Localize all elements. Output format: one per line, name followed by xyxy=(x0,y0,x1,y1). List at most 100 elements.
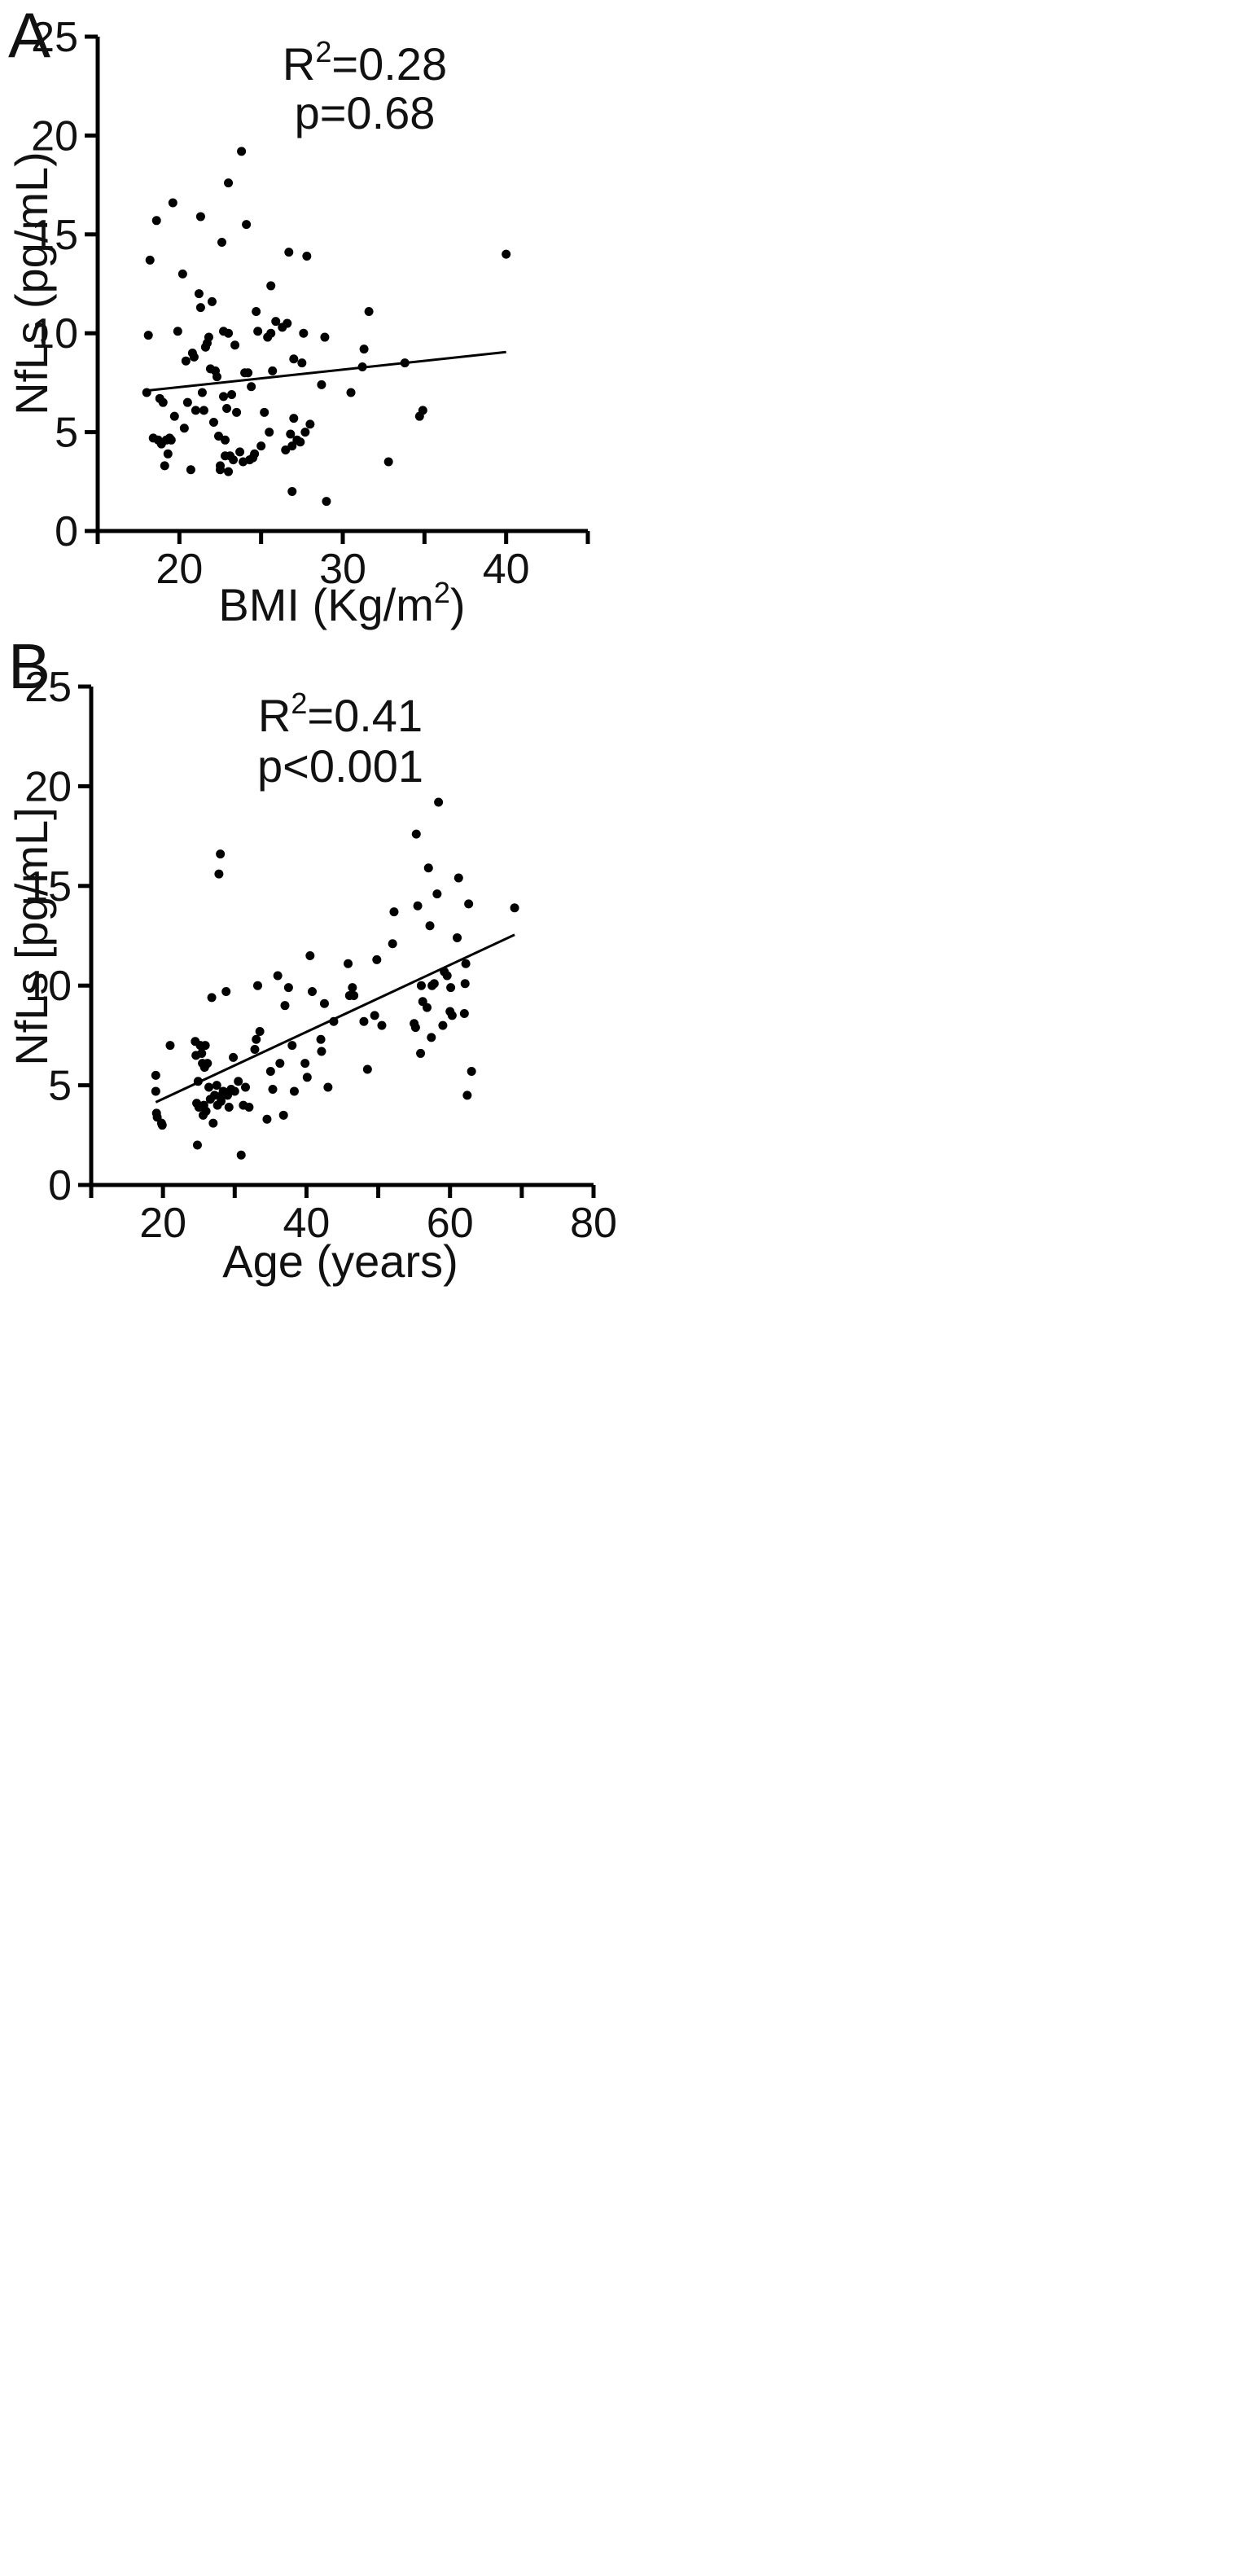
panel-a-y-tick-label-2: 10 xyxy=(31,310,78,358)
panel-b-data-point-76 xyxy=(372,954,382,964)
panel-a-data-point-8 xyxy=(158,397,168,407)
panel-b-data-point-82 xyxy=(411,829,421,839)
panel-b-data-point-42 xyxy=(236,1150,246,1160)
panel-b-data-point-103 xyxy=(459,1008,469,1018)
panel-b-data-point-88 xyxy=(423,863,433,873)
panel-a-r-label: R xyxy=(283,38,315,90)
panel-b-y-tick-label-5: 25 xyxy=(24,664,72,711)
panel-a-y-tick-label-0: 0 xyxy=(55,508,78,555)
panel-a-data-point-90 xyxy=(305,419,315,429)
panel-a-y-tick-label-3: 15 xyxy=(31,212,78,259)
panel-b-r-sup: 2 xyxy=(291,687,307,720)
panel-b-axes xyxy=(89,687,594,1187)
panel-b-data-point-58 xyxy=(287,1041,297,1051)
panel-a-data-point-70 xyxy=(265,428,274,437)
panel-b-data-point-55 xyxy=(278,1110,288,1120)
panel-a-x-axis-title-close: ) xyxy=(450,579,466,630)
panel-b-data-point-62 xyxy=(305,950,315,960)
panel-b-data-point-64 xyxy=(316,1034,326,1044)
panel-b-data-point-54 xyxy=(275,1059,285,1069)
panel-b-data-point-30 xyxy=(216,849,226,859)
panel-b-data-point-25 xyxy=(208,1118,218,1128)
panel-b-y-tick-label-1: 5 xyxy=(48,1063,72,1110)
panel-b-data-point-56 xyxy=(280,1001,290,1011)
panel-b-data-point-29 xyxy=(214,869,224,879)
panel-a-data-point-78 xyxy=(284,248,294,257)
panel-b-ticks: 0 5 10 15 20 25 20 40 60 80 xyxy=(24,664,617,1247)
panel-b-data-point-52 xyxy=(268,1084,278,1094)
panel-a-x-tick-label-1: 30 xyxy=(319,546,366,593)
panel-b-data-point-97 xyxy=(442,971,452,981)
panel-a-x-axis-title-main: BMI (Kg/m xyxy=(218,579,433,630)
panel-a-points xyxy=(142,147,511,507)
panel-b-data-point-92 xyxy=(429,979,439,989)
panel-b-x-tick-label-0: 20 xyxy=(139,1200,186,1247)
panel-b-y-tick-label-0: 0 xyxy=(48,1162,72,1209)
panel-a-data-point-20 xyxy=(182,397,192,407)
panel-b-data-point-94 xyxy=(434,797,444,807)
panel-a-data-point-1 xyxy=(143,331,153,340)
panel-a-r-squared: R2=0.28 xyxy=(283,35,447,90)
panel-a-data-point-86 xyxy=(297,358,307,368)
panel-b-data-point-48 xyxy=(252,981,262,990)
panel-a-x-axis-title-sup: 2 xyxy=(434,576,450,609)
panel-b-data-point-71 xyxy=(348,983,357,993)
panel-b-data-point-22 xyxy=(204,1082,214,1092)
panel-a-x-tick-label-0: 20 xyxy=(156,546,203,593)
panel-b-data-point-108 xyxy=(467,1066,476,1076)
panel-a-data-point-56 xyxy=(237,147,247,156)
panel-b-data-point-1 xyxy=(151,1086,160,1096)
panel-b-data-point-14 xyxy=(197,1048,207,1058)
panel-b-data-point-104 xyxy=(460,979,470,989)
panel-a-data-point-94 xyxy=(346,388,356,397)
panel-a-p-value: p=0.68 xyxy=(295,87,436,138)
panel-b-data-point-37 xyxy=(224,1103,234,1112)
panel-b-data-point-41 xyxy=(234,1077,243,1086)
panel-a-data-point-29 xyxy=(199,406,208,415)
panel-b-y-tick-label-2: 10 xyxy=(24,963,72,1010)
panel-a-y-axis-title: NfLs (pg/mL) xyxy=(6,151,57,415)
panel-b-x-tick-label-2: 60 xyxy=(427,1200,474,1247)
panel-b-data-point-77 xyxy=(377,1020,387,1030)
panel-a-data-point-25 xyxy=(194,289,204,299)
panel-b-data-point-6 xyxy=(165,1041,175,1051)
panel-a-data-point-102 xyxy=(502,249,511,259)
panel-b-x-tick-label-1: 40 xyxy=(283,1200,331,1247)
panel-b-r-label: R xyxy=(258,690,291,741)
panel-b-data-point-90 xyxy=(427,1033,436,1042)
panel-a-y-tick-label-5: 25 xyxy=(31,14,78,61)
panel-a-data-point-4 xyxy=(151,216,161,226)
panel-a-data-point-23 xyxy=(189,352,199,362)
panel-b-data-point-81 xyxy=(410,1023,420,1033)
panel-a-data-point-24 xyxy=(191,406,200,415)
panel-b-data-point-60 xyxy=(300,1059,310,1069)
panel-b-data-point-61 xyxy=(302,1073,312,1082)
panel-b-data-point-107 xyxy=(464,899,474,909)
panel-b-data-point-72 xyxy=(349,990,359,1000)
panel-b-data-point-83 xyxy=(413,901,423,911)
panel-a-data-point-27 xyxy=(195,303,205,313)
panel-a-data-point-92 xyxy=(320,332,330,342)
panel-b-data-point-53 xyxy=(273,971,283,981)
panel-a-data-point-41 xyxy=(217,238,227,248)
panel-b-x-tick-label-3: 80 xyxy=(570,1200,617,1247)
panel-a-data-point-55 xyxy=(235,447,245,457)
panel-a-data-point-46 xyxy=(222,403,232,413)
panel-a-x-axis-title: BMI (Kg/m2) xyxy=(218,576,465,630)
panel-b-data-point-93 xyxy=(432,889,442,899)
panel-a-data-point-26 xyxy=(195,212,205,222)
panel-a-data-point-96 xyxy=(359,344,369,354)
panel-b-data-point-57 xyxy=(283,983,293,993)
panel-b-data-point-63 xyxy=(307,987,317,997)
panel-a-data-point-68 xyxy=(260,407,269,417)
panel-a-data-point-85 xyxy=(296,437,305,447)
panel-b-data-point-66 xyxy=(319,998,329,1008)
panel-a-data-point-53 xyxy=(230,340,240,350)
panel-b-data-point-85 xyxy=(416,981,426,990)
panel-b-data-point-100 xyxy=(447,1011,457,1020)
panel-a-regression-line xyxy=(147,350,506,393)
panel-a-data-point-62 xyxy=(247,382,256,392)
panel-a-data-point-9 xyxy=(160,461,169,471)
panel-b-regression-line xyxy=(155,933,515,1104)
panel-b-r-squared: R2=0.41 xyxy=(258,687,423,741)
